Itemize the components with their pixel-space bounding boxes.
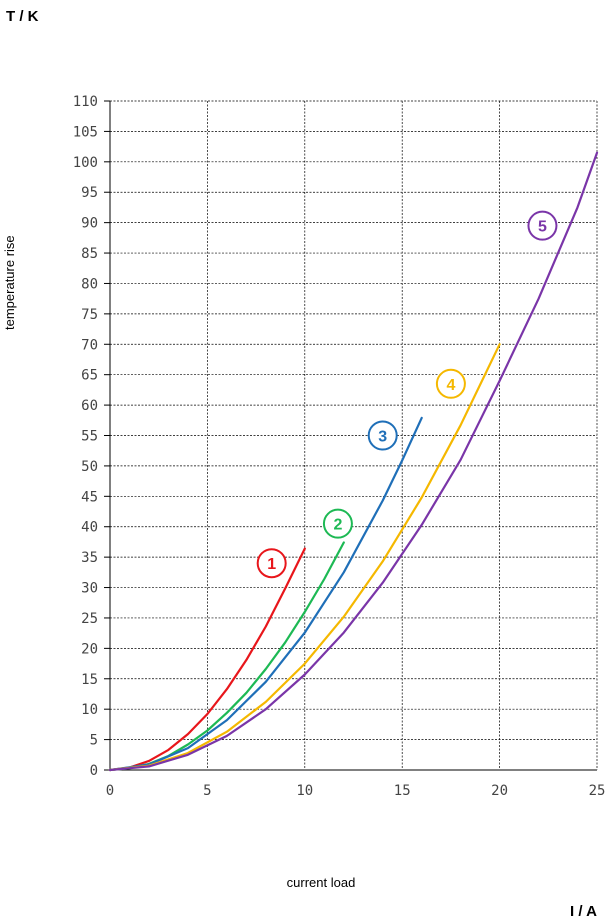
x-tick-label: 25	[589, 783, 606, 799]
x-tick-label: 15	[394, 783, 411, 799]
y-tick-label: 100	[73, 155, 98, 171]
series-3-line	[108, 416, 423, 772]
series-3-marker	[367, 420, 398, 451]
y-tick-label: 45	[81, 489, 98, 505]
y-tick-label: 110	[73, 94, 98, 110]
series-4-label: 4	[446, 377, 455, 394]
y-tick-label: 40	[81, 520, 98, 536]
y-tick-label: 35	[81, 550, 98, 566]
y-tick-label: 20	[81, 641, 98, 657]
series-1-marker	[256, 548, 287, 579]
series-1-line	[108, 547, 306, 772]
series-markers: 1 2 3 4 5	[256, 210, 558, 579]
grid	[110, 100, 598, 770]
tick-labels: 0510152025303540455055606570758085909510…	[73, 94, 606, 799]
y-tick-label: 50	[81, 459, 98, 475]
series-5-label: 5	[538, 219, 547, 236]
series-2-marker	[322, 508, 353, 539]
y-tick-label: 15	[81, 672, 98, 688]
y-tick-label: 60	[81, 398, 98, 414]
x-tick-label: 20	[491, 783, 508, 799]
x-tick-label: 10	[296, 783, 313, 799]
x-axis-title: current load	[286, 875, 356, 890]
series-lines	[108, 151, 599, 772]
y-unit-label: T / K	[6, 8, 39, 25]
y-tick-label: 0	[90, 763, 98, 779]
y-tick-label: 5	[90, 733, 98, 749]
y-tick-label: 90	[81, 216, 98, 232]
y-tick-label: 95	[81, 185, 98, 201]
y-tick-label: 70	[81, 337, 98, 353]
y-tick-label: 55	[81, 429, 98, 445]
y-tick-label: 85	[81, 246, 98, 262]
series-1-label: 1	[267, 556, 276, 573]
y-tick-label: 30	[81, 581, 98, 597]
y-tick-label: 105	[73, 124, 98, 140]
y-tick-label: 65	[81, 368, 98, 384]
series-4-marker	[435, 368, 466, 399]
y-tick-label: 75	[81, 307, 98, 323]
series-5-marker	[527, 210, 558, 241]
series-5-line	[108, 151, 599, 772]
y-tick-label: 10	[81, 702, 98, 718]
y-tick-label: 25	[81, 611, 98, 627]
y-tick-label: 80	[81, 276, 98, 292]
series-3-label: 3	[378, 429, 387, 446]
series-2-label: 2	[333, 517, 342, 534]
x-unit-label: I / A	[570, 903, 597, 920]
series-4-line	[108, 343, 501, 772]
x-tick-label: 5	[203, 783, 211, 799]
x-tick-label: 0	[106, 783, 114, 799]
